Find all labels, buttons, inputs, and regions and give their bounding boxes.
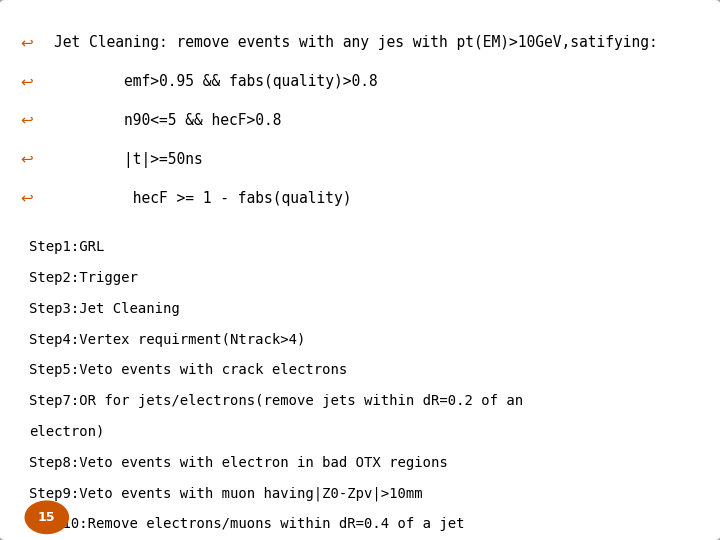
Text: Step8:Veto events with electron in bad OTX regions: Step8:Veto events with electron in bad O…: [29, 456, 448, 470]
Text: Step1:GRL: Step1:GRL: [29, 240, 104, 254]
Text: Jet Cleaning: remove events with any jes with pt(EM)>10GeV,satifying:: Jet Cleaning: remove events with any jes…: [54, 35, 658, 50]
Text: Step9:Veto events with muon having|Z0-Zpv|>10mm: Step9:Veto events with muon having|Z0-Zp…: [29, 487, 423, 501]
Text: Step2:Trigger: Step2:Trigger: [29, 271, 138, 285]
Text: Step4:Vertex requirment(Ntrack>4): Step4:Vertex requirment(Ntrack>4): [29, 333, 305, 347]
Circle shape: [25, 501, 68, 534]
Text: Step10:Remove electrons/muons within dR=0.4 of a jet: Step10:Remove electrons/muons within dR=…: [29, 517, 464, 531]
Text: hecF >= 1 - fabs(quality): hecF >= 1 - fabs(quality): [54, 191, 351, 206]
Text: n90<=5 && hecF>0.8: n90<=5 && hecF>0.8: [54, 113, 282, 128]
Text: |t|>=50ns: |t|>=50ns: [54, 152, 203, 168]
Text: ↩: ↩: [20, 35, 33, 50]
Text: Step7:OR for jets/electrons(remove jets within dR=0.2 of an: Step7:OR for jets/electrons(remove jets …: [29, 394, 523, 408]
Text: Step5:Veto events with crack electrons: Step5:Veto events with crack electrons: [29, 363, 347, 377]
Text: Step3:Jet Cleaning: Step3:Jet Cleaning: [29, 302, 179, 316]
Text: ↩: ↩: [20, 152, 33, 167]
Text: emf>0.95 && fabs(quality)>0.8: emf>0.95 && fabs(quality)>0.8: [54, 74, 378, 89]
Text: ↩: ↩: [20, 191, 33, 206]
Text: ↩: ↩: [20, 113, 33, 128]
Text: 15: 15: [38, 511, 55, 524]
Text: electron): electron): [29, 425, 104, 439]
Text: ↩: ↩: [20, 74, 33, 89]
